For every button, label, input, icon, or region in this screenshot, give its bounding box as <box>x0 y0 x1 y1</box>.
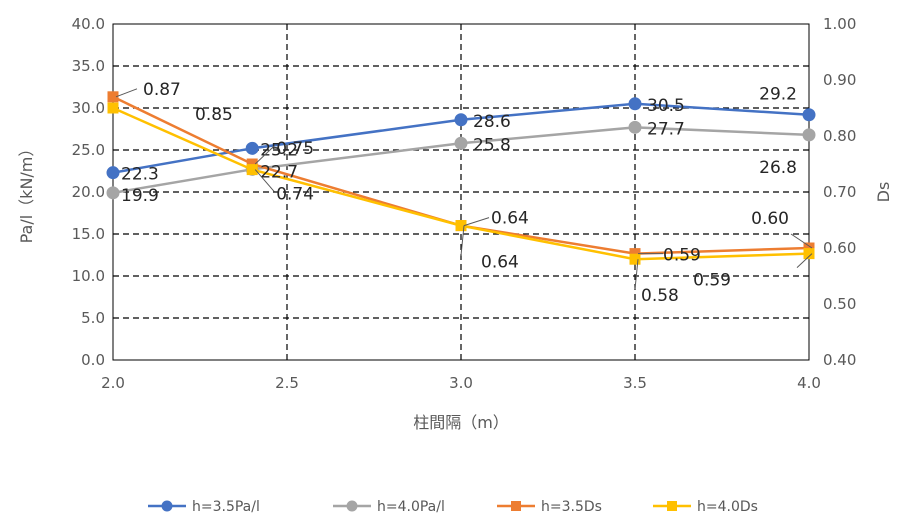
data-label: 0.85 <box>195 105 233 125</box>
data-label: 26.8 <box>759 158 797 178</box>
x-tick-label: 2.0 <box>101 374 125 392</box>
legend-marker <box>511 501 521 511</box>
x-tick-label: 3.5 <box>623 374 647 392</box>
data-label: 0.87 <box>143 80 181 100</box>
y-tick-label: 10.0 <box>72 267 105 285</box>
y-tick-label: 5.0 <box>81 309 105 327</box>
data-label: 22.3 <box>121 165 159 185</box>
label-leader-line <box>460 225 465 256</box>
label-leader-line <box>254 145 275 165</box>
label-leader-line <box>115 88 138 98</box>
right-axis-ticks: 0.40 0.50 0.60 0.70 0.80 0.90 1.00 <box>823 15 856 369</box>
data-point <box>628 97 642 111</box>
y-tick-label: 20.0 <box>72 183 105 201</box>
y-axis-title: Pa/l（kN/m） <box>17 141 36 244</box>
x-axis-ticks: 2.0 2.5 3.0 3.5 4.0 <box>101 374 821 392</box>
legend-label: h=3.5Ds <box>541 499 602 515</box>
legend-marker <box>161 500 173 512</box>
label-leader-line <box>790 233 813 249</box>
data-point <box>107 102 119 114</box>
y-tick-label: 30.0 <box>72 99 105 117</box>
y2-tick-label: 1.00 <box>823 15 856 33</box>
data-labels: 22.3 25.2 28.6 30.5 29.2 19.9 22.7 25.8 27.7 26.8… <box>115 80 813 306</box>
data-point <box>246 158 258 170</box>
data-point <box>106 186 120 200</box>
label-leader-line <box>634 259 639 290</box>
data-point <box>803 242 815 254</box>
legend-label: h=4.0Ds <box>697 499 758 515</box>
x-tick-label: 3.0 <box>449 374 473 392</box>
left-axis-ticks: 0.0 5.0 10.0 15.0 20.0 25.0 30.0 35.0 40.0 <box>72 15 105 369</box>
label-leader-line <box>463 217 490 227</box>
legend: h=3.5Pa/l h=4.0Pa/l h=3.5Ds h=4.0Ds <box>148 499 758 515</box>
data-point <box>245 141 259 155</box>
data-label: 0.74 <box>276 185 314 205</box>
data-point <box>628 120 642 134</box>
data-label: 25.8 <box>473 135 511 155</box>
data-label: 30.5 <box>647 96 685 116</box>
label-leader-line <box>254 169 275 192</box>
y2-axis-title: Ds <box>874 182 893 203</box>
y2-tick-label: 0.60 <box>823 239 856 257</box>
series-group <box>106 91 816 265</box>
data-label: 29.2 <box>759 85 797 105</box>
data-point <box>629 248 641 260</box>
legend-label: h=3.5Pa/l <box>192 499 260 515</box>
data-label: 0.58 <box>641 286 679 306</box>
x-tick-label: 4.0 <box>797 374 821 392</box>
y-tick-label: 25.0 <box>72 141 105 159</box>
data-point <box>107 91 119 103</box>
data-point <box>455 220 467 232</box>
y2-tick-label: 0.80 <box>823 127 856 145</box>
y-tick-label: 40.0 <box>72 15 105 33</box>
data-point <box>802 128 816 142</box>
data-label: 19.9 <box>121 186 159 206</box>
data-point <box>629 253 641 265</box>
x-tick-label: 2.5 <box>275 374 299 392</box>
data-point <box>454 136 468 150</box>
data-label: 27.7 <box>647 119 685 139</box>
data-label: 0.59 <box>693 271 731 291</box>
data-label: 0.64 <box>481 253 519 273</box>
y2-tick-label: 0.40 <box>823 351 856 369</box>
data-label: 22.7 <box>260 162 298 182</box>
legend-marker <box>346 500 358 512</box>
y2-tick-label: 0.70 <box>823 183 856 201</box>
y2-tick-label: 0.50 <box>823 295 856 313</box>
grid-lines <box>113 24 809 360</box>
data-point <box>803 248 815 260</box>
legend-label: h=4.0Pa/l <box>377 499 445 515</box>
y-tick-label: 0.0 <box>81 351 105 369</box>
data-label: 28.6 <box>473 112 511 132</box>
data-point <box>802 108 816 122</box>
y-tick-label: 35.0 <box>72 57 105 75</box>
data-label: 0.59 <box>663 246 701 266</box>
y-tick-label: 15.0 <box>72 225 105 243</box>
data-label: 0.75 <box>276 139 314 159</box>
legend-marker <box>667 501 677 511</box>
x-axis-title: 柱間隔（m） <box>413 413 509 432</box>
data-point <box>106 166 120 180</box>
data-label: 0.60 <box>751 209 789 229</box>
y2-tick-label: 0.90 <box>823 71 856 89</box>
data-label: 25.2 <box>260 140 298 160</box>
data-point <box>454 113 468 127</box>
data-label: 0.64 <box>491 209 529 229</box>
data-point <box>246 164 258 176</box>
label-leader-line <box>796 253 813 268</box>
